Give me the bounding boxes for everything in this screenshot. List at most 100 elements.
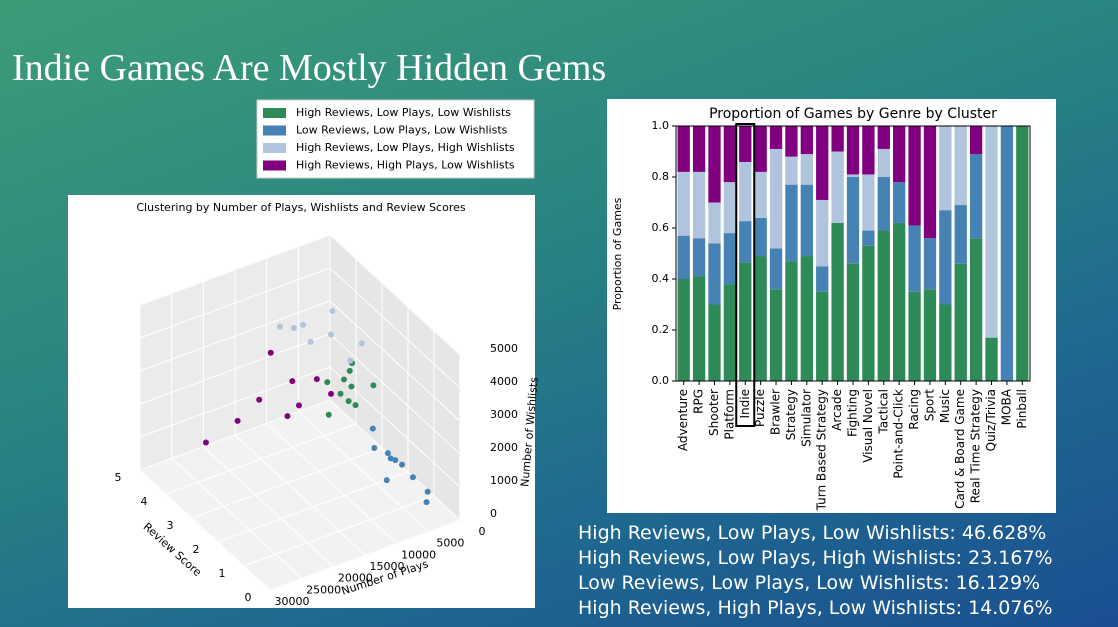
bar-segment bbox=[1016, 126, 1029, 381]
bar-segment bbox=[677, 126, 690, 172]
bar-segment bbox=[692, 276, 706, 381]
z-tick-label: 0 bbox=[490, 507, 497, 520]
x-tick-label: Point-and-Click bbox=[892, 389, 906, 479]
x-tick-label: Strategy bbox=[784, 389, 798, 440]
bar-segment bbox=[739, 262, 752, 381]
scatter-point bbox=[313, 376, 320, 383]
bar-segment bbox=[754, 126, 767, 172]
bar-segment bbox=[954, 126, 967, 206]
scatter-point bbox=[409, 474, 416, 481]
bar-segment bbox=[877, 148, 890, 177]
legend-box bbox=[256, 99, 535, 179]
z-tick-label: 5000 bbox=[490, 342, 518, 355]
scatter-point bbox=[328, 390, 334, 397]
bar-segment bbox=[739, 221, 752, 263]
legend-label: High Reviews, Low Plays, Low Wishlists bbox=[296, 106, 511, 119]
x-tick-label: MOBA bbox=[999, 388, 1013, 425]
legend-label: Low Reviews, Low Plays, Low Wishlists bbox=[296, 124, 508, 137]
bar-segment bbox=[923, 126, 937, 239]
bar-segment bbox=[846, 263, 860, 381]
bar-segment bbox=[816, 266, 829, 292]
x-tick-label: 30000 bbox=[275, 595, 310, 608]
legend-label: High Reviews, High Plays, Low Wishlists bbox=[296, 159, 515, 172]
bar-segment bbox=[739, 161, 752, 222]
scatter-point bbox=[358, 340, 365, 347]
bar-segment bbox=[708, 202, 721, 244]
bar-segment bbox=[785, 126, 798, 157]
bar-segment bbox=[785, 156, 798, 185]
scatter-title: Clustering by Number of Plays, Wishlists… bbox=[136, 201, 466, 214]
scatter-point bbox=[202, 439, 209, 446]
legend-swatch bbox=[263, 108, 286, 118]
x-tick-label: Real Time Strategy bbox=[969, 389, 983, 503]
z-tick-label: 4000 bbox=[490, 375, 518, 388]
bar-segment bbox=[739, 126, 752, 162]
bar-segment bbox=[692, 238, 706, 277]
bar-segment bbox=[893, 182, 906, 223]
bar-segment bbox=[708, 304, 721, 381]
scatter-point bbox=[352, 402, 359, 409]
bar-segment bbox=[677, 279, 690, 381]
x-tick-label: Arcade bbox=[830, 389, 844, 431]
z-tick-label: 2000 bbox=[490, 441, 518, 454]
scatter-point bbox=[289, 378, 296, 385]
y-tick-label: 1.0 bbox=[652, 119, 670, 132]
y-tick-label: 5 bbox=[115, 471, 122, 484]
x-tick-label: Shooter bbox=[707, 389, 721, 436]
grid-line bbox=[139, 234, 461, 356]
scatter-point bbox=[346, 367, 353, 374]
bar-segment bbox=[1000, 126, 1014, 381]
bar-segment bbox=[677, 171, 690, 236]
scatter-point bbox=[267, 349, 274, 356]
x-tick-label: Simulator bbox=[799, 389, 813, 447]
bar-segment bbox=[754, 171, 767, 218]
scatter-point bbox=[277, 323, 283, 330]
scatter-point bbox=[348, 383, 355, 390]
x-tick-label: 5000 bbox=[436, 537, 464, 550]
x-tick-label: Pinball bbox=[1015, 389, 1029, 429]
z-tick-label: 3000 bbox=[490, 408, 518, 421]
x-tick-label: Adventure bbox=[676, 389, 690, 451]
bar-segment bbox=[754, 256, 767, 381]
scatter-point bbox=[370, 382, 377, 389]
bar-segment bbox=[816, 199, 829, 267]
scatter-point bbox=[325, 411, 332, 418]
scatter-point bbox=[392, 457, 399, 464]
scatter-point bbox=[256, 396, 263, 403]
scatter-point bbox=[234, 417, 241, 424]
bar-segment bbox=[831, 222, 844, 381]
bar-title: Proportion of Games by Genre by Cluster bbox=[709, 106, 997, 122]
stat-line: Low Reviews, Low Plays, Low Wishlists: 1… bbox=[578, 572, 1040, 594]
bar-segment bbox=[877, 177, 890, 231]
bar-segment bbox=[769, 289, 783, 381]
bar-segment bbox=[785, 261, 798, 381]
bar-segment bbox=[862, 174, 875, 231]
y-tick-label: 3 bbox=[167, 519, 174, 532]
bar-segment bbox=[846, 126, 860, 175]
bar-segment bbox=[769, 248, 783, 290]
x-tick-label: 10000 bbox=[401, 548, 436, 561]
x-tick-label: Sport bbox=[922, 389, 936, 422]
bar-segment bbox=[769, 148, 783, 249]
bar-segment bbox=[800, 154, 813, 185]
bar-segment bbox=[754, 217, 767, 257]
bar-segment bbox=[923, 289, 937, 381]
bar-segment bbox=[969, 238, 983, 381]
bar-segment bbox=[862, 245, 875, 381]
bar-segment bbox=[800, 184, 813, 257]
scatter-point bbox=[345, 398, 352, 405]
bar-segment bbox=[908, 126, 921, 226]
scatter-point bbox=[423, 499, 430, 506]
scatter-point bbox=[371, 445, 378, 451]
grid-line bbox=[139, 300, 461, 422]
bar-segment bbox=[723, 126, 737, 183]
bar-segment bbox=[816, 291, 829, 381]
bar-segment bbox=[692, 171, 706, 239]
scatter-point bbox=[300, 321, 307, 328]
x-tick-label: Card & Board Game bbox=[953, 389, 967, 509]
bar-segment bbox=[893, 222, 906, 381]
y-tick-label: 0.6 bbox=[652, 221, 670, 234]
bar-segment bbox=[969, 154, 983, 239]
bar-segment bbox=[800, 256, 813, 381]
